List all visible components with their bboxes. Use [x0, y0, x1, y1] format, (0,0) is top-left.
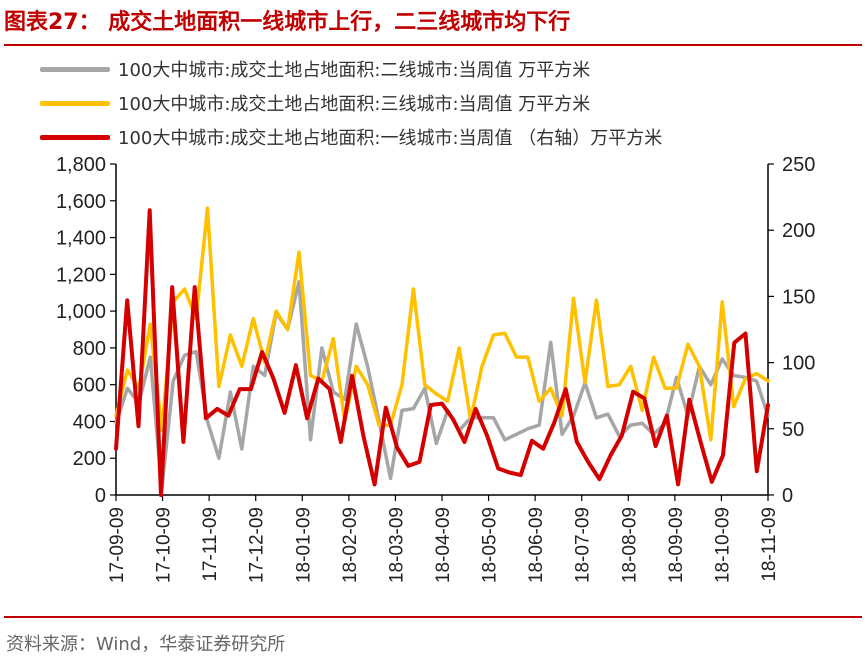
y-right-tick-label: 0	[782, 485, 793, 507]
series-line-2	[114, 206, 770, 442]
x-tick-label: 18-07-09	[573, 507, 594, 583]
y-left-tick-label: 1,400	[56, 228, 106, 250]
x-tick-label: 18-05-09	[480, 507, 501, 583]
x-tick-label: 18-04-09	[433, 507, 454, 583]
y-left-tick-label: 400	[73, 411, 106, 433]
y-right-tick-label: 150	[782, 286, 815, 308]
legend-swatch-tier3	[40, 100, 110, 106]
x-tick-label: 17-09-09	[107, 507, 128, 583]
legend-label-tier1: 100大中城市:成交土地占地面积:一线城市:当周值 （右轴）万平方米	[118, 128, 663, 149]
y-right-tick-label: 250	[782, 154, 815, 176]
legend-label-tier3: 100大中城市:成交土地占地面积:三线城市:当周值 万平方米	[118, 94, 591, 115]
x-tick-label: 17-10-09	[154, 507, 175, 583]
legend: 100大中城市:成交土地占地面积:二线城市:当周值 万平方米 100大中城市:成…	[40, 52, 860, 154]
y-right-tick-label: 50	[782, 419, 804, 441]
x-tick-label: 18-02-09	[340, 507, 361, 583]
y-left-tick-label: 600	[73, 375, 106, 397]
legend-swatch-tier1	[40, 134, 110, 140]
y-left-tick-label: 1,200	[56, 264, 106, 286]
y-right-tick-label: 100	[782, 353, 815, 375]
x-tick-label: 18-08-09	[619, 507, 640, 583]
x-tick-label: 18-01-09	[293, 507, 314, 583]
legend-swatch-tier2	[40, 66, 110, 72]
y-left-tick-label: 1,000	[56, 301, 106, 323]
y-left-tick-label: 1,800	[56, 154, 106, 176]
y-left-tick-label: 1,600	[56, 191, 106, 213]
legend-label-tier2: 100大中城市:成交土地占地面积:二线城市:当周值 万平方米	[118, 60, 591, 81]
x-tick-label: 17-12-09	[247, 507, 268, 583]
source-rule	[4, 616, 862, 618]
x-tick-label: 18-09-09	[666, 507, 687, 583]
series-line-1	[114, 279, 770, 492]
legend-item-tier2: 100大中城市:成交土地占地面积:二线城市:当周值 万平方米	[40, 52, 860, 86]
title-rule	[4, 44, 862, 46]
x-tick-label: 18-06-09	[526, 507, 547, 583]
x-tick-label: 17-11-09	[200, 507, 221, 582]
legend-item-tier3: 100大中城市:成交土地占地面积:三线城市:当周值 万平方米	[40, 86, 860, 120]
x-tick-label: 18-10-09	[712, 507, 733, 583]
x-tick-label: 18-03-09	[386, 507, 407, 583]
series-line-3	[114, 208, 770, 497]
source-note: 资料来源：Wind，华泰证券研究所	[6, 634, 286, 655]
legend-item-tier1: 100大中城市:成交土地占地面积:一线城市:当周值 （右轴）万平方米	[40, 120, 860, 154]
y-left-tick-label: 0	[95, 485, 106, 507]
y-left-tick-label: 200	[73, 448, 106, 470]
chart-title: 图表27： 成交土地面积一线城市上行，二三线城市均下行	[4, 10, 571, 35]
x-tick-label: 18-11-09	[759, 507, 780, 582]
y-right-tick-label: 200	[782, 220, 815, 242]
y-left-tick-label: 800	[73, 338, 106, 360]
